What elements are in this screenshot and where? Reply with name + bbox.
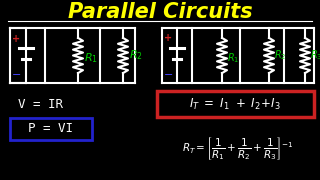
Bar <box>157 91 314 117</box>
Bar <box>10 118 92 140</box>
Text: $R_3$: $R_3$ <box>310 49 320 62</box>
Text: +: + <box>164 33 172 43</box>
Text: −: − <box>12 70 21 80</box>
Text: $I_T\ =\ I_1\ +\ I_2\!+\!I_3$: $I_T\ =\ I_1\ +\ I_2\!+\!I_3$ <box>189 96 281 112</box>
Text: $R_2$: $R_2$ <box>274 49 286 62</box>
Text: $R_1$: $R_1$ <box>227 51 239 65</box>
Text: +: + <box>12 34 20 44</box>
Text: Parallel Circuits: Parallel Circuits <box>68 2 252 22</box>
Text: −: − <box>164 70 173 80</box>
Text: $R_1$: $R_1$ <box>84 51 98 65</box>
Text: V = IR: V = IR <box>18 98 63 111</box>
Text: $R_2$: $R_2$ <box>129 49 143 62</box>
Text: $R_T = \left[\dfrac{1}{R_1}+\dfrac{1}{R_2}+\dfrac{1}{R_3}\right]^{-1}$: $R_T = \left[\dfrac{1}{R_1}+\dfrac{1}{R_… <box>182 134 294 161</box>
Text: P = VI: P = VI <box>28 123 74 136</box>
